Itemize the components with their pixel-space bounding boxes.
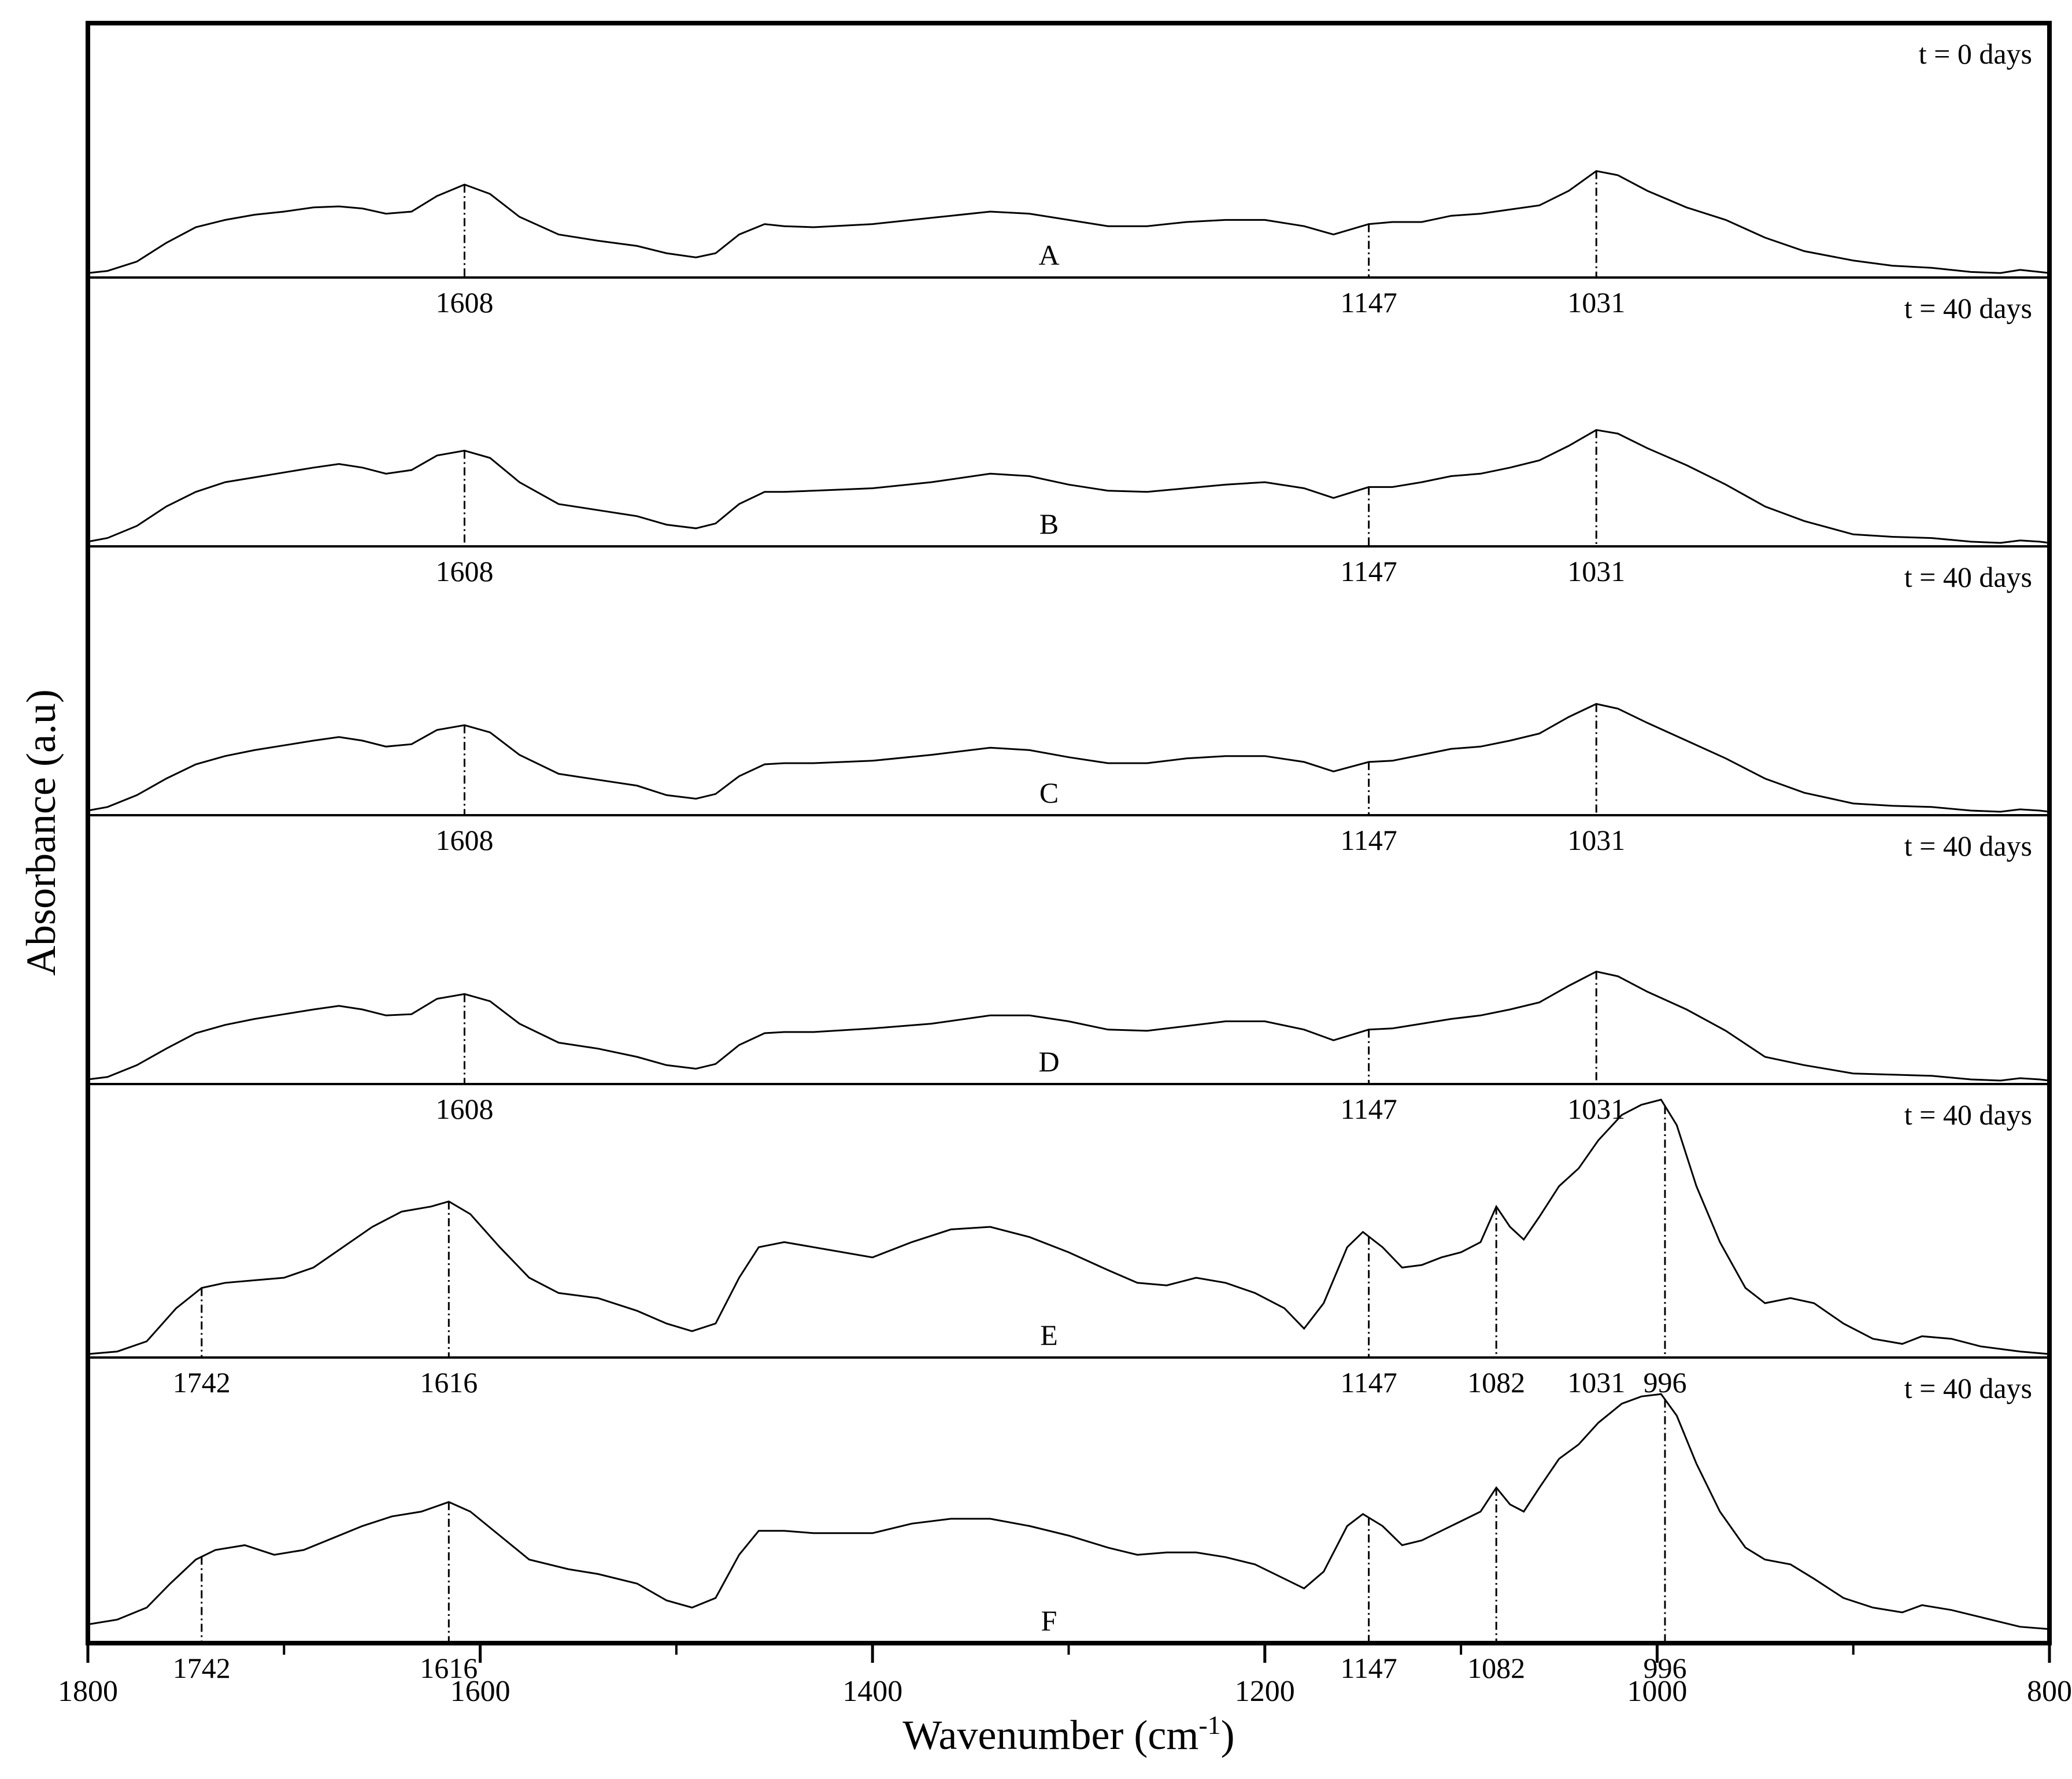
peak-label: 1147 [1341,1093,1397,1125]
x-tick-label: 1800 [58,1675,118,1708]
spectrum-letter: A [1039,239,1060,271]
panel-b: Bt = 40 days 1608 1147 1031 [87,292,2050,587]
x-axis-label-sup: -1 [1198,1710,1220,1740]
peak-label: 1031 [1567,555,1625,587]
peak-label: 1082 [1467,1366,1525,1399]
plot-frame [86,21,2052,1645]
peak-label: 1616 [420,1652,478,1684]
peak-label: 996 [1643,1366,1686,1399]
spectrum-line-b [87,429,2050,544]
y-axis-label: Absorbance (a.u) [18,689,64,976]
peak-label: 1031 [1567,824,1625,856]
peak-label: 1082 [1467,1652,1525,1684]
x-tick-label: 1600 [450,1675,510,1708]
spectrum-letter: B [1039,508,1059,540]
time-label: t = 40 days [1904,1099,2032,1131]
x-tick-label: 800 [2027,1675,2072,1708]
panel-e: Et = 40 days 1742 1616 1147 1082 1031 996 [87,1099,2050,1399]
peak-label: 1608 [435,824,493,856]
peak-label: 1031 [1567,1093,1625,1125]
spectrum-panels: At = 0 days 1608 1147 1031 Bt = 40 days 1608 1… [87,38,2050,1684]
panel-a: At = 0 days 1608 1147 1031 [87,38,2050,319]
spectrum-letter: F [1041,1604,1057,1637]
peak-label: 1031 [1567,1366,1625,1399]
peak-label: 1608 [435,286,493,319]
peak-label: 1608 [435,1093,493,1125]
spectrum-letter: E [1040,1319,1058,1351]
x-axis: 1800 1600 1400 1200 1000 800 [58,1643,2072,1708]
spectrum-line-a [87,170,2050,274]
x-tick-label: 1000 [1627,1675,1687,1708]
peak-label: 1616 [420,1366,478,1399]
peak-label: 1742 [173,1652,231,1684]
time-label: t = 40 days [1904,1372,2032,1404]
spectrum-letter: D [1039,1045,1060,1078]
peak-label: 1742 [173,1366,231,1399]
time-label: t = 40 days [1904,292,2032,324]
x-axis-label-main: Wavenumber (cm [902,1712,1198,1758]
time-label: t = 0 days [1919,38,2032,70]
peak-label: 1147 [1341,824,1397,856]
time-label: t = 40 days [1904,830,2032,862]
panel-c: Ct = 40 days 1608 1147 1031 [87,561,2050,856]
peak-label: 1147 [1341,555,1397,587]
x-axis-label: Wavenumber (cm-1) [902,1710,1234,1758]
spectrum-line-c [87,702,2050,813]
peak-label: 1147 [1341,286,1397,319]
spectrum-line-e [87,1099,2050,1355]
peak-label: 1031 [1567,286,1625,319]
spectrum-letter: C [1039,776,1059,809]
x-axis-label-close: ) [1221,1712,1235,1758]
peak-label: 996 [1643,1652,1686,1684]
peak-label: 1147 [1341,1652,1397,1684]
spectrum-line-f [87,1393,2050,1630]
x-tick-label: 1400 [842,1675,902,1708]
panel-d: Dt = 40 days 1608 1147 1031 [87,830,2050,1125]
time-label: t = 40 days [1904,561,2032,593]
peak-label: 1147 [1341,1366,1397,1399]
spectrum-line-d [87,970,2050,1082]
peak-label: 1608 [435,555,493,587]
x-tick-label: 1200 [1235,1675,1295,1708]
panel-f: Ft = 40 days 1742 1616 1147 1082 996 [87,1372,2050,1684]
